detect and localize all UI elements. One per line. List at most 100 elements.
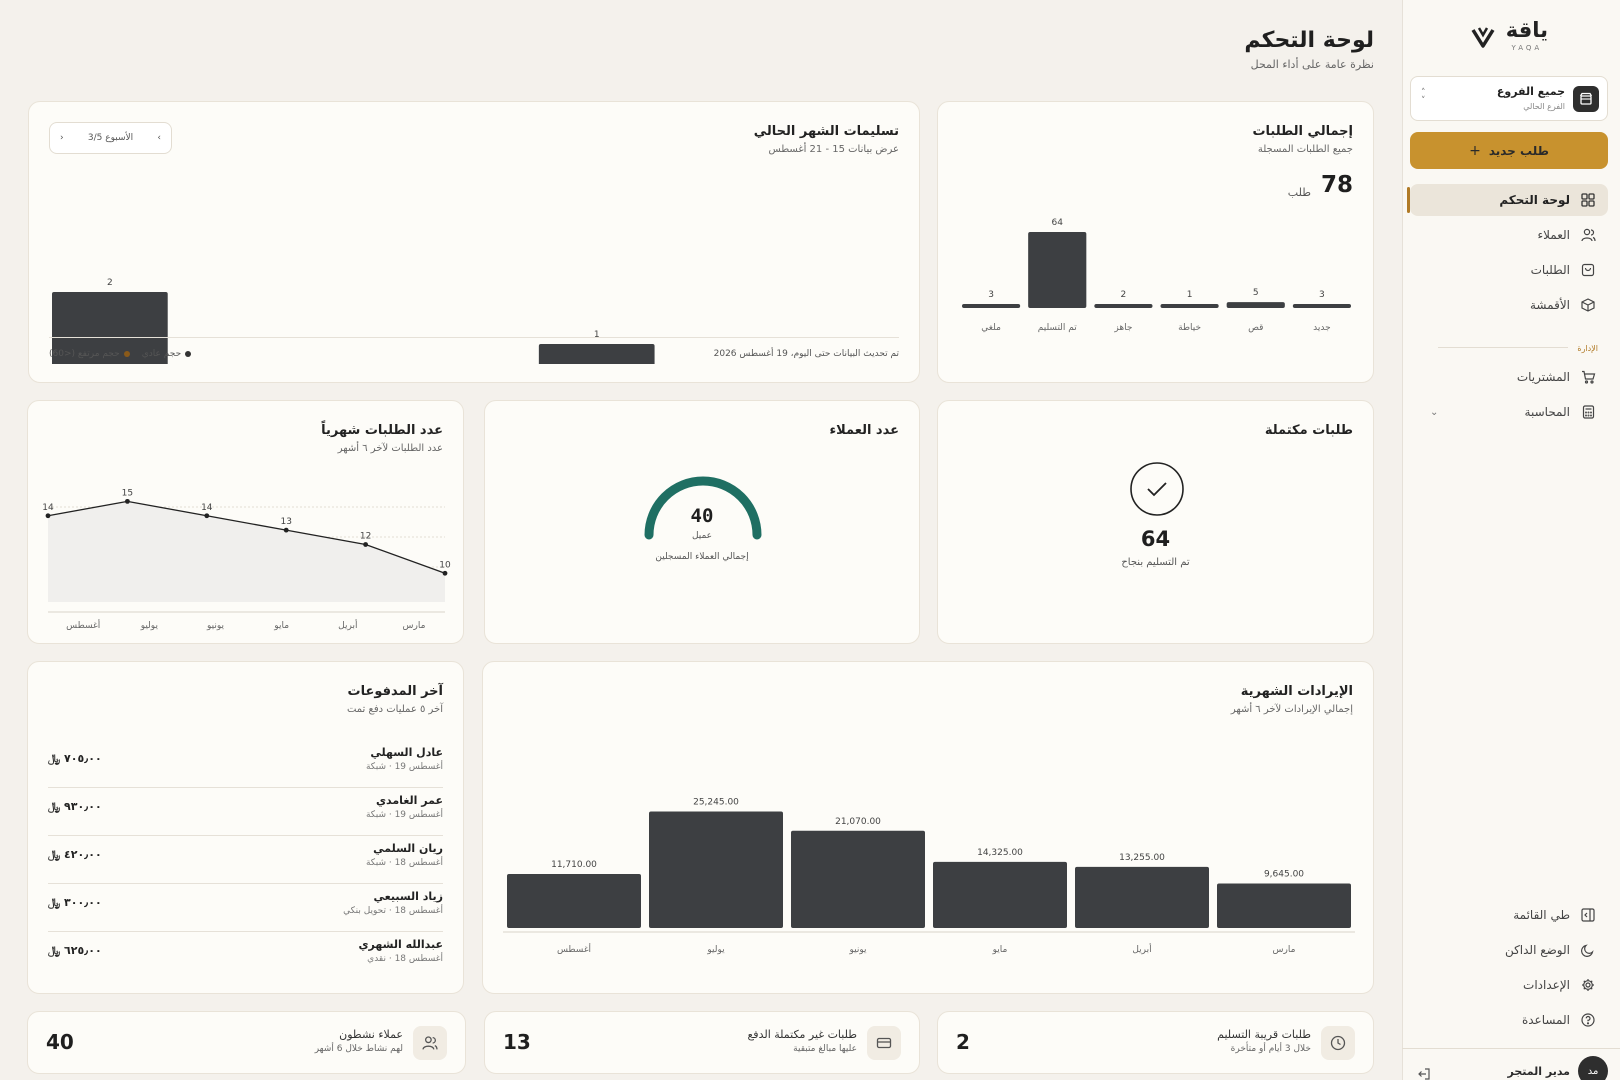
payment-row[interactable]: زياد السبيعي أغسطس 18 · تحويل بنكي ٣٠٠٫٠… — [48, 884, 443, 932]
store-icon — [1573, 86, 1599, 112]
sidebar-item-purchases[interactable]: المشتريات — [1410, 361, 1608, 393]
sidebar-item-fabrics[interactable]: الأقمشة — [1410, 289, 1608, 321]
payment-row[interactable]: ريان السلمي أغسطس 18 · شبكة ٤٢٠٫٠٠ ﷼ — [48, 836, 443, 884]
chart-bar — [1226, 302, 1285, 308]
branch-selector[interactable]: جميع الفروع الفرع الحالي ˄ ˅ — [1410, 76, 1608, 121]
chart-bar — [1292, 304, 1351, 308]
branch-subtitle: الفرع الحالي — [1523, 102, 1565, 111]
stat-card-active-customers[interactable]: عملاء نشطون لهم نشاط خلال 6 أشهر 40 — [27, 1011, 466, 1074]
chart-bar — [791, 830, 925, 928]
chevron-right-icon[interactable]: › — [157, 133, 161, 143]
brand-name: ياقة — [1505, 18, 1548, 42]
payment-row[interactable]: عبدالله الشهري أغسطس 18 · نقدي ٦٢٥٫٠٠ ﷼ — [48, 932, 443, 980]
help-icon — [1580, 1012, 1596, 1028]
payment-amount: ٧٠٥٫٠٠ ﷼ — [48, 752, 102, 765]
new-order-button[interactable]: طلب جديد + — [1410, 132, 1608, 169]
data-label: 64 — [1052, 218, 1064, 228]
gear-icon — [1580, 977, 1596, 993]
data-label: 14 — [42, 503, 54, 513]
chart-bar — [649, 811, 783, 928]
payment-meta: أغسطس 18 · تحويل بنكي — [343, 906, 443, 916]
data-label: 15 — [122, 488, 133, 498]
completed-orders-card: طلبات مكتملة 64 تم التسليم بنجاح — [937, 400, 1374, 644]
stat-value: 2 — [956, 1030, 970, 1054]
payment-row[interactable]: عمر الغامدي أغسطس 19 · شبكة ٩٣٠٫٠٠ ﷼ — [48, 788, 443, 836]
chart-bar — [933, 861, 1067, 928]
sidebar-item-label: لوحة التحكم — [1499, 193, 1570, 207]
footer-divider — [1402, 1048, 1620, 1049]
payment-row[interactable]: عادل السهلي أغسطس 19 · شبكة ٧٠٥٫٠٠ ﷼ — [48, 740, 443, 788]
chevron-down-icon[interactable]: ⌄ — [1430, 406, 1439, 418]
series-line — [47, 500, 446, 574]
updated-note: تم تحديث البيانات حتى اليوم، 19 أغسطس 20… — [713, 349, 899, 359]
logout-icon[interactable] — [1417, 1066, 1431, 1080]
legend-dot — [185, 350, 192, 357]
user-profile[interactable]: مد مدير المتجر — [1507, 1056, 1608, 1080]
customers-value: 40 — [690, 505, 714, 527]
sidebar-item-customers[interactable]: العملاء — [1410, 219, 1608, 251]
data-label: 3 — [988, 290, 994, 300]
calculator-icon — [1580, 404, 1596, 420]
payment-meta: أغسطس 19 · شبكة — [365, 762, 443, 772]
customers-unit: عميل — [691, 531, 713, 541]
grid-icon — [1580, 192, 1596, 208]
sidebar-item-label: المحاسبة — [1524, 405, 1570, 419]
data-point — [204, 513, 210, 519]
card-subtitle: إجمالي الإيرادات لآخر ٦ أشهر — [1230, 704, 1353, 715]
chevron-updown-icon: ˄ ˅ — [1421, 88, 1426, 106]
revenue-card: الإيرادات الشهرية إجمالي الإيرادات لآخر … — [482, 661, 1374, 994]
chart-bar — [962, 304, 1021, 308]
payments-card: آخر المدفوعات آخر ٥ عمليات دفع تمت عادل … — [27, 661, 464, 994]
cart-icon — [1580, 369, 1596, 385]
completed-label: تم التسليم بنجاح — [1121, 557, 1190, 568]
x-tick-label: يونيو — [848, 945, 867, 955]
nav-section-admin: الإدارة — [1577, 344, 1598, 353]
sidebar-item-orders[interactable]: الطلبات — [1410, 254, 1608, 286]
stat-card-unpaid[interactable]: طلبات غير مكتملة الدفع عليها مبالغ متبقي… — [484, 1011, 920, 1074]
x-tick-label: تم التسليم — [1038, 323, 1078, 333]
card-subtitle: عرض بيانات 15 - 21 أغسطس — [768, 144, 899, 155]
payment-name: زياد السبيعي — [373, 890, 443, 903]
stat-title: طلبات قريبة التسليم — [1217, 1028, 1311, 1041]
chart-bar — [507, 873, 641, 928]
chart-bar — [1217, 883, 1351, 928]
total-orders-chart: 3 جديد 5 قص 1 خياطة 2 جاهز 64 تم التسليم 3 ملغي — [962, 218, 1351, 333]
total-orders-value: 78 — [1320, 172, 1353, 198]
sidebar-item-dark-mode[interactable]: الوضع الداكن — [1410, 934, 1608, 966]
data-label: 13 — [280, 517, 291, 527]
sidebar-item-dashboard[interactable]: لوحة التحكم — [1407, 184, 1608, 216]
payment-name: ريان السلمي — [373, 842, 443, 855]
sidebar-item-label: الطلبات — [1530, 263, 1570, 277]
data-label: 1 — [1187, 290, 1193, 300]
chart-bar — [52, 292, 168, 364]
users-icon — [1580, 227, 1596, 243]
plus-icon: + — [1469, 142, 1481, 159]
data-label: 5 — [1253, 288, 1259, 298]
data-label: 2 — [1121, 290, 1127, 300]
sidebar-item-accounting[interactable]: المحاسبة ⌄ — [1410, 396, 1608, 428]
chart-bar — [1160, 304, 1219, 308]
payment-meta: أغسطس 19 · شبكة — [365, 810, 443, 820]
card-title: عدد العملاء — [829, 423, 900, 438]
card-title: تسليمات الشهر الحالي — [753, 124, 899, 139]
sidebar-item-help[interactable]: المساعدة — [1410, 1004, 1608, 1036]
logo: ياقة YAQA — [1471, 18, 1548, 52]
payment-amount: ٣٠٠٫٠٠ ﷼ — [48, 896, 102, 909]
x-tick-label: يوليو — [140, 621, 159, 631]
card-title: إجمالي الطلبات — [1252, 124, 1353, 139]
sidebar-item-collapse[interactable]: طي القائمة — [1410, 899, 1608, 931]
data-label: 21,070.00 — [835, 817, 881, 827]
sidebar-item-settings[interactable]: الإعدادات — [1410, 969, 1608, 1001]
payment-name: عبدالله الشهري — [358, 938, 443, 951]
box-icon — [1580, 297, 1596, 313]
chevron-left-icon[interactable]: ‹ — [60, 133, 64, 143]
sidebar: ياقة YAQA جميع الفروع الفرع الحالي ˄ ˅ طل… — [1402, 0, 1620, 1080]
clock-icon — [1321, 1026, 1355, 1060]
week-picker[interactable]: › الأسبوع 3/5 ‹ — [49, 122, 172, 154]
data-label: 14,325.00 — [977, 848, 1023, 858]
page-title: لوحة التحكم — [1244, 28, 1374, 53]
x-tick-label: مارس — [1273, 945, 1296, 955]
x-tick-label: خياطة — [1178, 323, 1201, 333]
data-label: 12 — [360, 532, 371, 542]
stat-card-due-soon[interactable]: طلبات قريبة التسليم خلال 3 أيام أو متأخر… — [937, 1011, 1374, 1074]
